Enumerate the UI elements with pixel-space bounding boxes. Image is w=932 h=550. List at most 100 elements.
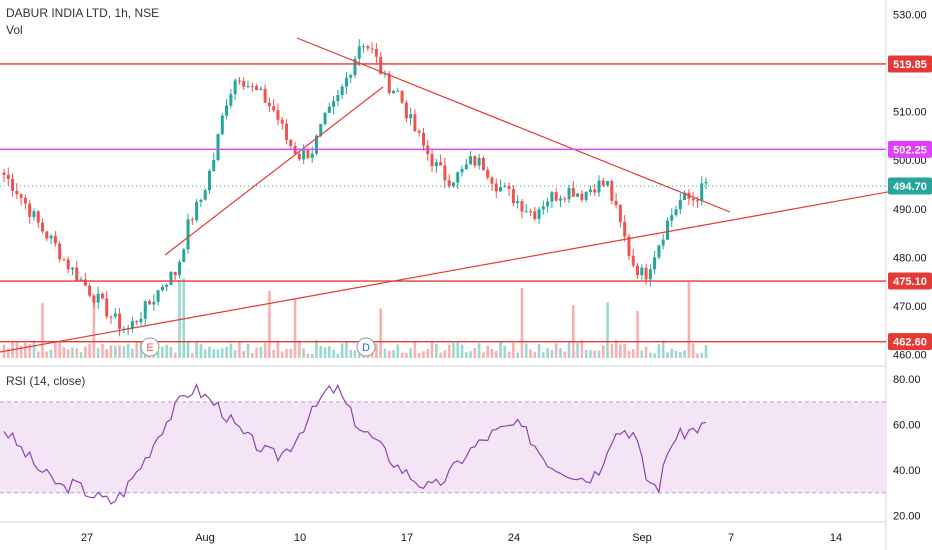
volume-bar (353, 350, 357, 358)
volume-bar (122, 346, 126, 358)
volume-bar (572, 305, 575, 358)
candle-body (606, 181, 610, 186)
candle-body (36, 211, 40, 223)
candle-body (588, 189, 592, 192)
volume-bar (460, 344, 464, 358)
volume-bar (546, 348, 549, 358)
candle-body (653, 257, 657, 270)
candle-body (404, 102, 408, 119)
volume-bar (653, 353, 656, 358)
volume-bar (473, 347, 477, 358)
candle-body (340, 86, 344, 95)
volume-bar (62, 347, 66, 358)
time-tick-label: 10 (294, 532, 306, 544)
candle-body (383, 73, 387, 75)
candle-body (165, 284, 169, 287)
volume-bar (619, 344, 622, 358)
volume-bar (216, 349, 220, 358)
candle-body (631, 255, 635, 266)
volume-bar (507, 351, 511, 358)
candle-body (683, 192, 687, 201)
volume-bar (221, 348, 224, 358)
volume-bar (101, 343, 104, 358)
volume-bar (696, 353, 699, 358)
candle-body (537, 209, 541, 219)
volume-bar (36, 351, 40, 358)
volume-bar (182, 278, 186, 358)
candle-body (661, 239, 665, 246)
volume-bar (666, 352, 669, 358)
volume-bar (499, 342, 502, 358)
candle-body (289, 139, 293, 146)
volume-bar (79, 352, 83, 358)
volume-bar (477, 343, 481, 358)
volume-bar (250, 353, 254, 358)
candle-body (242, 80, 246, 87)
rsi-band (0, 401, 886, 493)
volume-bar (293, 299, 297, 358)
candle-body (156, 290, 160, 302)
volume-bar (396, 344, 400, 358)
candle-body (190, 219, 194, 221)
candle-body (614, 200, 618, 206)
volume-bar (524, 343, 528, 358)
volume-bar (225, 346, 228, 358)
candle-body (627, 236, 631, 256)
volume-bar (340, 343, 344, 358)
volume-bar (383, 348, 387, 358)
price-level-label: 462.60 (893, 337, 927, 349)
candle-body (53, 235, 57, 244)
candle-body (19, 194, 23, 198)
volume-bar (430, 341, 434, 358)
candle-body (28, 203, 32, 217)
candle-body (41, 222, 45, 232)
candle-body (250, 86, 254, 88)
rsi-tick-label: 80.00 (893, 374, 921, 386)
candle-body (704, 181, 708, 184)
candle-body (178, 262, 181, 276)
candle-body (576, 193, 580, 197)
volume-bar (161, 346, 164, 358)
candle-body (421, 132, 425, 146)
volume-bar (529, 349, 532, 358)
candle-body (554, 192, 558, 201)
time-tick-label: 17 (401, 532, 413, 544)
candle-body (546, 201, 550, 207)
candle-body (370, 48, 374, 50)
candle-body (464, 164, 468, 169)
volume-bar (469, 351, 472, 358)
time-tick-label: 7 (728, 532, 734, 544)
chart-title: DABUR INDIA LTD, 1h, NSE (6, 6, 160, 20)
volume-bar (276, 341, 280, 358)
candle-body (417, 130, 421, 133)
candle-body (297, 153, 301, 160)
candle-body (691, 198, 695, 201)
volume-bar (229, 343, 233, 358)
volume-bar (302, 348, 305, 358)
candle-body (499, 187, 503, 192)
candle-body (657, 245, 661, 258)
volume-bar (674, 350, 678, 358)
candle-body (327, 106, 331, 113)
price-level-badge (888, 333, 932, 351)
volume-bar (409, 348, 412, 358)
volume-bar (289, 348, 293, 358)
volume-bar (212, 349, 216, 358)
volume-bar (319, 346, 323, 358)
time-tick-label: 24 (508, 532, 520, 544)
volume-bar (405, 352, 408, 358)
volume-bar (357, 353, 361, 358)
volume-bar (323, 347, 327, 358)
volume-bar (537, 344, 541, 358)
candle-body (567, 188, 571, 200)
candle-body (11, 178, 15, 191)
candle-body (70, 267, 74, 270)
volume-bar (199, 344, 203, 358)
volume-bar (456, 342, 460, 358)
volume-bar (700, 352, 704, 358)
candle-body (310, 153, 314, 158)
candle-body (456, 172, 460, 183)
candle-body (302, 150, 306, 160)
candle-body (700, 183, 704, 201)
